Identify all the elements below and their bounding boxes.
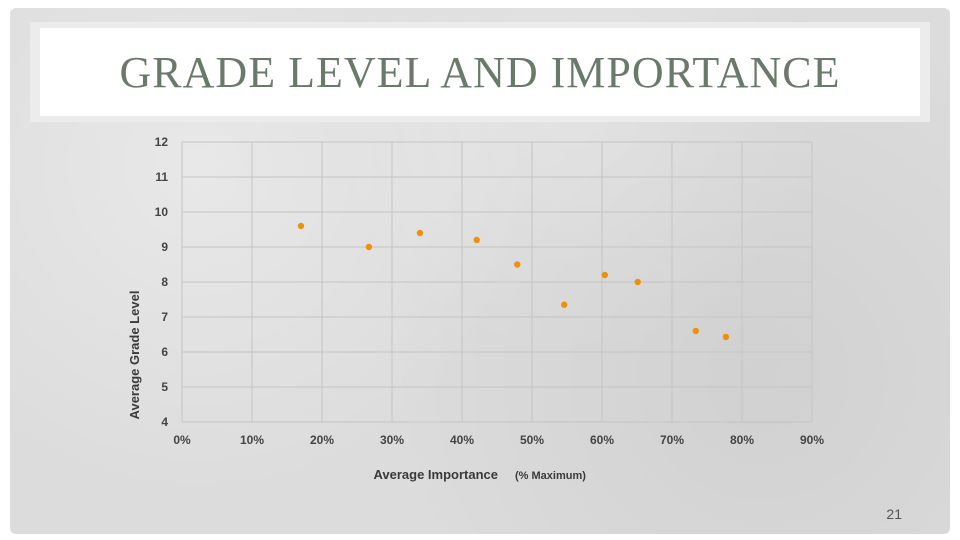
x-tick-label: 0% — [173, 433, 191, 447]
x-tick-label: 80% — [730, 433, 754, 447]
y-tick-label: 6 — [161, 345, 168, 359]
x-tick-label: 50% — [520, 433, 544, 447]
scatter-point — [634, 278, 641, 286]
slide-title: GRADE LEVEL AND IMPORTANCE — [119, 47, 841, 97]
scatter-point — [473, 236, 480, 244]
x-tick-label: 40% — [450, 433, 474, 447]
tick-labels: 4 5 6 7 8 9 10 11 12 0% 10% 20% 30% 40% 50% 60% 70% 80% 90… — [155, 135, 825, 447]
grid — [181, 141, 813, 423]
x-tick-label: 90% — [800, 433, 824, 447]
y-axis-title: Average Grade Level — [127, 291, 142, 420]
y-tick-label: 11 — [155, 170, 168, 184]
y-tick-label: 9 — [161, 240, 168, 254]
x-tick-label: 10% — [240, 433, 264, 447]
data-points — [297, 222, 730, 341]
y-tick-label: 5 — [161, 380, 168, 394]
x-tick-label: 60% — [590, 433, 614, 447]
y-tick-label: 4 — [161, 415, 168, 429]
y-tick-label: 12 — [155, 135, 169, 149]
scatter-point — [365, 243, 373, 251]
page-number: 21 — [886, 506, 902, 522]
y-tick-label: 8 — [161, 275, 168, 289]
scatter-point — [561, 301, 568, 308]
scatter-point — [416, 229, 424, 237]
scatter-point — [297, 222, 305, 230]
x-tick-label: 20% — [310, 433, 334, 447]
title-box: GRADE LEVEL AND IMPORTANCE — [40, 28, 920, 116]
scatter-point — [601, 271, 608, 279]
scatter-point — [722, 333, 730, 341]
x-tick-label: 30% — [380, 433, 404, 447]
x-tick-label: 70% — [660, 433, 684, 447]
y-tick-label: 7 — [161, 310, 168, 324]
slide: GRADE LEVEL AND IMPORTANCE 21 — [10, 8, 950, 534]
scatter-point — [514, 261, 521, 268]
scatter-point — [692, 327, 699, 335]
title-frame: GRADE LEVEL AND IMPORTANCE — [30, 22, 930, 122]
y-tick-label: 10 — [155, 205, 169, 219]
x-axis-note: (% Maximum) — [515, 470, 586, 482]
x-axis-title: Average Importance — [373, 467, 498, 482]
